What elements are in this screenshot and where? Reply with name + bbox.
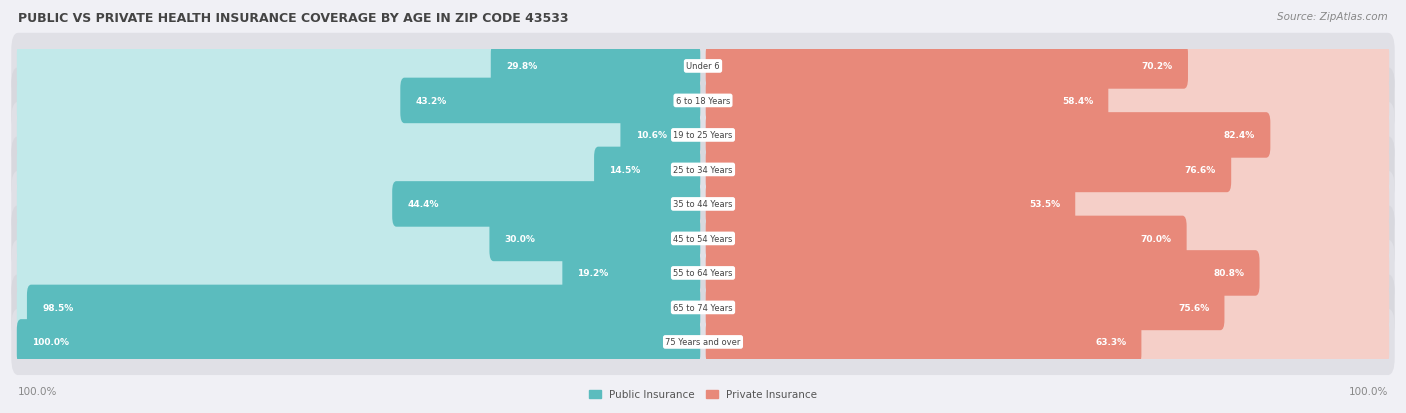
Text: 30.0%: 30.0% bbox=[505, 234, 536, 243]
Text: 10.6%: 10.6% bbox=[636, 131, 666, 140]
FancyBboxPatch shape bbox=[17, 78, 700, 124]
Text: PUBLIC VS PRIVATE HEALTH INSURANCE COVERAGE BY AGE IN ZIP CODE 43533: PUBLIC VS PRIVATE HEALTH INSURANCE COVER… bbox=[18, 12, 569, 25]
Text: 75.6%: 75.6% bbox=[1178, 303, 1209, 312]
Text: 55 to 64 Years: 55 to 64 Years bbox=[673, 269, 733, 278]
Text: 80.8%: 80.8% bbox=[1213, 269, 1244, 278]
Text: 100.0%: 100.0% bbox=[32, 337, 69, 347]
Text: Source: ZipAtlas.com: Source: ZipAtlas.com bbox=[1277, 12, 1388, 22]
FancyBboxPatch shape bbox=[706, 319, 1142, 365]
FancyBboxPatch shape bbox=[491, 44, 700, 90]
Text: 19.2%: 19.2% bbox=[578, 269, 609, 278]
FancyBboxPatch shape bbox=[620, 113, 700, 158]
FancyBboxPatch shape bbox=[706, 216, 1187, 261]
Text: 53.5%: 53.5% bbox=[1029, 200, 1060, 209]
Text: 98.5%: 98.5% bbox=[42, 303, 73, 312]
Text: 100.0%: 100.0% bbox=[18, 387, 58, 396]
Text: 76.6%: 76.6% bbox=[1185, 166, 1216, 175]
FancyBboxPatch shape bbox=[392, 182, 700, 227]
Text: 65 to 74 Years: 65 to 74 Years bbox=[673, 303, 733, 312]
Text: 70.0%: 70.0% bbox=[1140, 234, 1171, 243]
Text: 100.0%: 100.0% bbox=[1348, 387, 1388, 396]
Text: 75 Years and over: 75 Years and over bbox=[665, 337, 741, 347]
FancyBboxPatch shape bbox=[11, 137, 1395, 203]
FancyBboxPatch shape bbox=[17, 251, 700, 296]
FancyBboxPatch shape bbox=[401, 78, 700, 124]
FancyBboxPatch shape bbox=[706, 147, 1232, 193]
FancyBboxPatch shape bbox=[11, 171, 1395, 237]
FancyBboxPatch shape bbox=[17, 216, 700, 261]
Text: 45 to 54 Years: 45 to 54 Years bbox=[673, 234, 733, 243]
FancyBboxPatch shape bbox=[17, 319, 700, 365]
FancyBboxPatch shape bbox=[706, 44, 1389, 90]
Text: 70.2%: 70.2% bbox=[1142, 62, 1173, 71]
Text: 29.8%: 29.8% bbox=[506, 62, 537, 71]
Text: 19 to 25 Years: 19 to 25 Years bbox=[673, 131, 733, 140]
FancyBboxPatch shape bbox=[706, 319, 1389, 365]
FancyBboxPatch shape bbox=[595, 147, 700, 193]
FancyBboxPatch shape bbox=[706, 285, 1389, 330]
Text: 43.2%: 43.2% bbox=[415, 97, 447, 106]
FancyBboxPatch shape bbox=[17, 319, 700, 365]
FancyBboxPatch shape bbox=[17, 44, 700, 90]
Text: 25 to 34 Years: 25 to 34 Years bbox=[673, 166, 733, 175]
FancyBboxPatch shape bbox=[11, 206, 1395, 272]
FancyBboxPatch shape bbox=[706, 147, 1389, 193]
FancyBboxPatch shape bbox=[706, 78, 1108, 124]
FancyBboxPatch shape bbox=[706, 285, 1225, 330]
FancyBboxPatch shape bbox=[706, 216, 1389, 261]
FancyBboxPatch shape bbox=[11, 275, 1395, 341]
FancyBboxPatch shape bbox=[11, 68, 1395, 134]
FancyBboxPatch shape bbox=[11, 34, 1395, 100]
Text: 44.4%: 44.4% bbox=[408, 200, 439, 209]
FancyBboxPatch shape bbox=[17, 285, 700, 330]
FancyBboxPatch shape bbox=[706, 113, 1389, 158]
FancyBboxPatch shape bbox=[706, 251, 1260, 296]
FancyBboxPatch shape bbox=[706, 113, 1271, 158]
FancyBboxPatch shape bbox=[17, 182, 700, 227]
FancyBboxPatch shape bbox=[17, 113, 700, 158]
FancyBboxPatch shape bbox=[706, 182, 1389, 227]
FancyBboxPatch shape bbox=[17, 147, 700, 193]
FancyBboxPatch shape bbox=[706, 182, 1076, 227]
FancyBboxPatch shape bbox=[706, 78, 1389, 124]
FancyBboxPatch shape bbox=[562, 251, 700, 296]
FancyBboxPatch shape bbox=[11, 240, 1395, 306]
Text: 6 to 18 Years: 6 to 18 Years bbox=[676, 97, 730, 106]
FancyBboxPatch shape bbox=[11, 309, 1395, 375]
Text: 63.3%: 63.3% bbox=[1095, 337, 1126, 347]
FancyBboxPatch shape bbox=[489, 216, 700, 261]
FancyBboxPatch shape bbox=[27, 285, 700, 330]
Legend: Public Insurance, Private Insurance: Public Insurance, Private Insurance bbox=[585, 385, 821, 404]
FancyBboxPatch shape bbox=[706, 251, 1389, 296]
Text: 58.4%: 58.4% bbox=[1062, 97, 1092, 106]
FancyBboxPatch shape bbox=[11, 102, 1395, 169]
Text: 35 to 44 Years: 35 to 44 Years bbox=[673, 200, 733, 209]
Text: 14.5%: 14.5% bbox=[609, 166, 641, 175]
FancyBboxPatch shape bbox=[706, 44, 1188, 90]
Text: Under 6: Under 6 bbox=[686, 62, 720, 71]
Text: 82.4%: 82.4% bbox=[1225, 131, 1256, 140]
